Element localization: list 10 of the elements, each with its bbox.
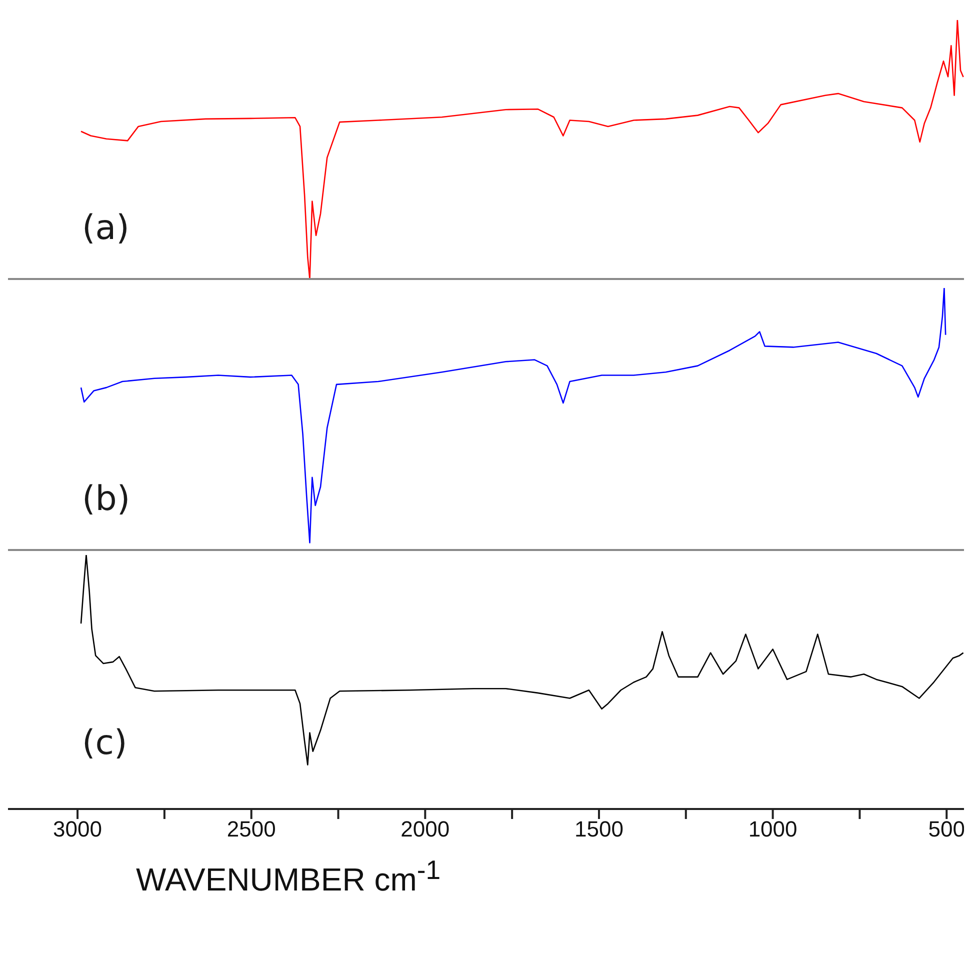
x-axis-title: WAVENUMBER cm$^{-1}$ bbox=[135, 855, 442, 899]
annotation: (b) bbox=[82, 479, 130, 519]
x-tick-label: 2000 bbox=[400, 816, 450, 842]
x-tick-label: 2500 bbox=[226, 816, 276, 842]
annotation: (a) bbox=[82, 208, 130, 248]
x-tick-label: 1000 bbox=[748, 816, 798, 842]
x-tick-label: 1500 bbox=[574, 816, 624, 842]
x-tick-label: 500 bbox=[928, 816, 965, 842]
x-tick-label: 3000 bbox=[53, 816, 102, 842]
annotation: (c) bbox=[82, 723, 128, 763]
